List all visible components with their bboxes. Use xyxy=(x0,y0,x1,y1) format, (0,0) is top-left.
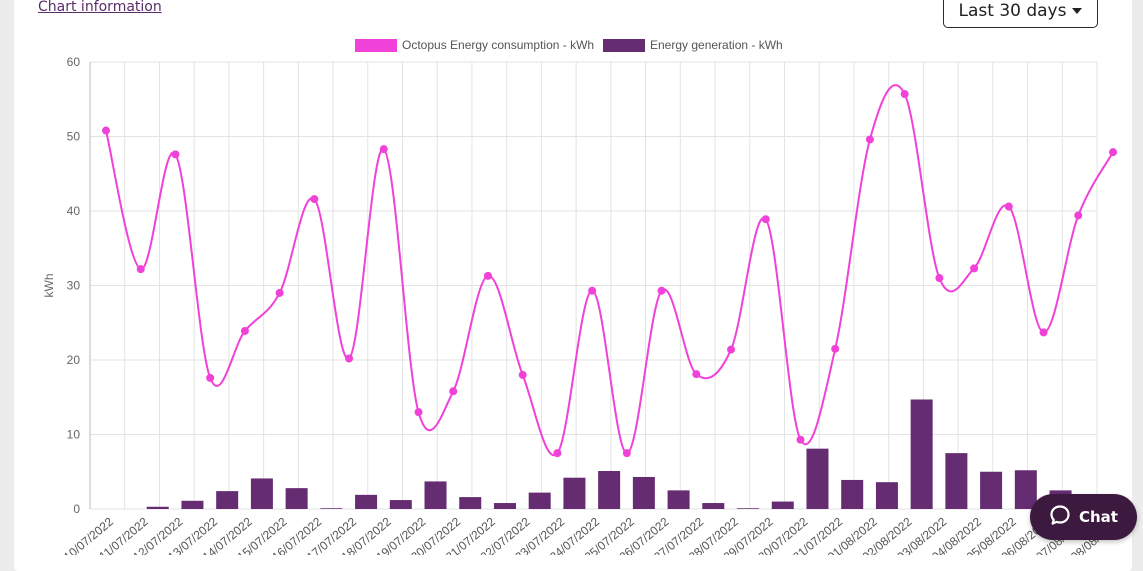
consumption-point xyxy=(310,195,319,204)
consumption-point xyxy=(414,408,423,417)
y-tick-label: 0 xyxy=(73,502,80,516)
consumption-point xyxy=(1109,148,1117,157)
legend-swatch-generation xyxy=(603,39,645,52)
consumption-point xyxy=(483,271,492,280)
generation-bar xyxy=(459,497,482,509)
caret-down-icon xyxy=(1072,8,1083,14)
consumption-point xyxy=(622,449,631,458)
consumption-point xyxy=(275,288,284,297)
legend-label-consumption: Octopus Energy consumption - kWh xyxy=(402,38,594,52)
consumption-point xyxy=(1004,202,1013,211)
consumption-point xyxy=(136,265,145,274)
chat-button[interactable]: Chat xyxy=(1030,494,1137,540)
y-tick-label: 30 xyxy=(67,279,81,293)
consumption-point xyxy=(206,373,215,382)
consumption-point xyxy=(240,326,249,335)
consumption-point xyxy=(553,449,562,458)
generation-bar xyxy=(1014,470,1037,509)
consumption-point xyxy=(1039,328,1048,337)
y-tick-label: 60 xyxy=(67,55,81,69)
generation-bar xyxy=(389,500,412,509)
consumption-point xyxy=(379,145,388,154)
generation-bar xyxy=(528,492,551,509)
legend-label-generation: Energy generation - kWh xyxy=(650,38,783,52)
chart-information-link[interactable]: Chart information xyxy=(38,0,162,15)
y-tick-label: 20 xyxy=(67,353,81,367)
generation-bar xyxy=(424,481,447,509)
consumption-point xyxy=(345,354,354,363)
generation-bar xyxy=(181,500,204,509)
generation-bar xyxy=(598,471,621,509)
date-range-dropdown[interactable]: Last 30 days xyxy=(943,0,1098,28)
date-range-label: Last 30 days xyxy=(958,1,1067,21)
generation-bar xyxy=(841,479,864,509)
consumption-point xyxy=(865,135,874,144)
generation-bar xyxy=(563,477,586,509)
generation-bar xyxy=(702,503,725,509)
chat-label: Chat xyxy=(1079,508,1118,526)
generation-bar xyxy=(771,501,794,509)
consumption-point xyxy=(102,126,110,135)
generation-bar xyxy=(146,506,169,509)
generation-bar xyxy=(980,471,1003,509)
legend-swatch-consumption xyxy=(355,39,397,52)
consumption-point xyxy=(449,387,458,396)
consumption-point xyxy=(727,345,736,354)
generation-bar xyxy=(632,476,655,509)
generation-bar xyxy=(806,448,829,509)
consumption-point xyxy=(1074,211,1083,220)
consumption-line xyxy=(105,84,1114,457)
consumption-point xyxy=(831,344,840,353)
generation-bar xyxy=(250,478,273,509)
consumption-point xyxy=(518,370,527,379)
generation-bar xyxy=(216,491,239,509)
consumption-point xyxy=(588,286,597,295)
y-tick-label: 10 xyxy=(67,428,81,442)
consumption-point xyxy=(900,90,909,99)
generation-bar xyxy=(320,508,343,509)
consumption-point xyxy=(970,264,979,273)
consumption-point xyxy=(935,274,944,283)
generation-bar xyxy=(285,488,308,509)
speech-bubble-icon xyxy=(1049,504,1071,530)
consumption-point xyxy=(171,150,180,159)
energy-chart: 0102030405060kWh10/07/202211/07/202212/0… xyxy=(42,38,1123,555)
generation-bar xyxy=(493,503,516,509)
y-tick-label: 50 xyxy=(67,130,81,144)
generation-bar xyxy=(945,453,968,509)
consumption-point xyxy=(657,286,666,295)
generation-bar xyxy=(667,490,690,509)
consumption-point xyxy=(761,215,770,224)
generation-bar xyxy=(737,508,760,509)
consumption-point xyxy=(796,435,805,444)
consumption-point xyxy=(692,370,701,379)
generation-bar xyxy=(355,494,378,509)
y-axis-label: kWh xyxy=(42,274,56,298)
generation-bar xyxy=(875,482,898,509)
y-tick-label: 40 xyxy=(67,204,81,218)
legend: Octopus Energy consumption - kWh Energy g… xyxy=(355,38,783,52)
generation-bar xyxy=(910,399,933,509)
